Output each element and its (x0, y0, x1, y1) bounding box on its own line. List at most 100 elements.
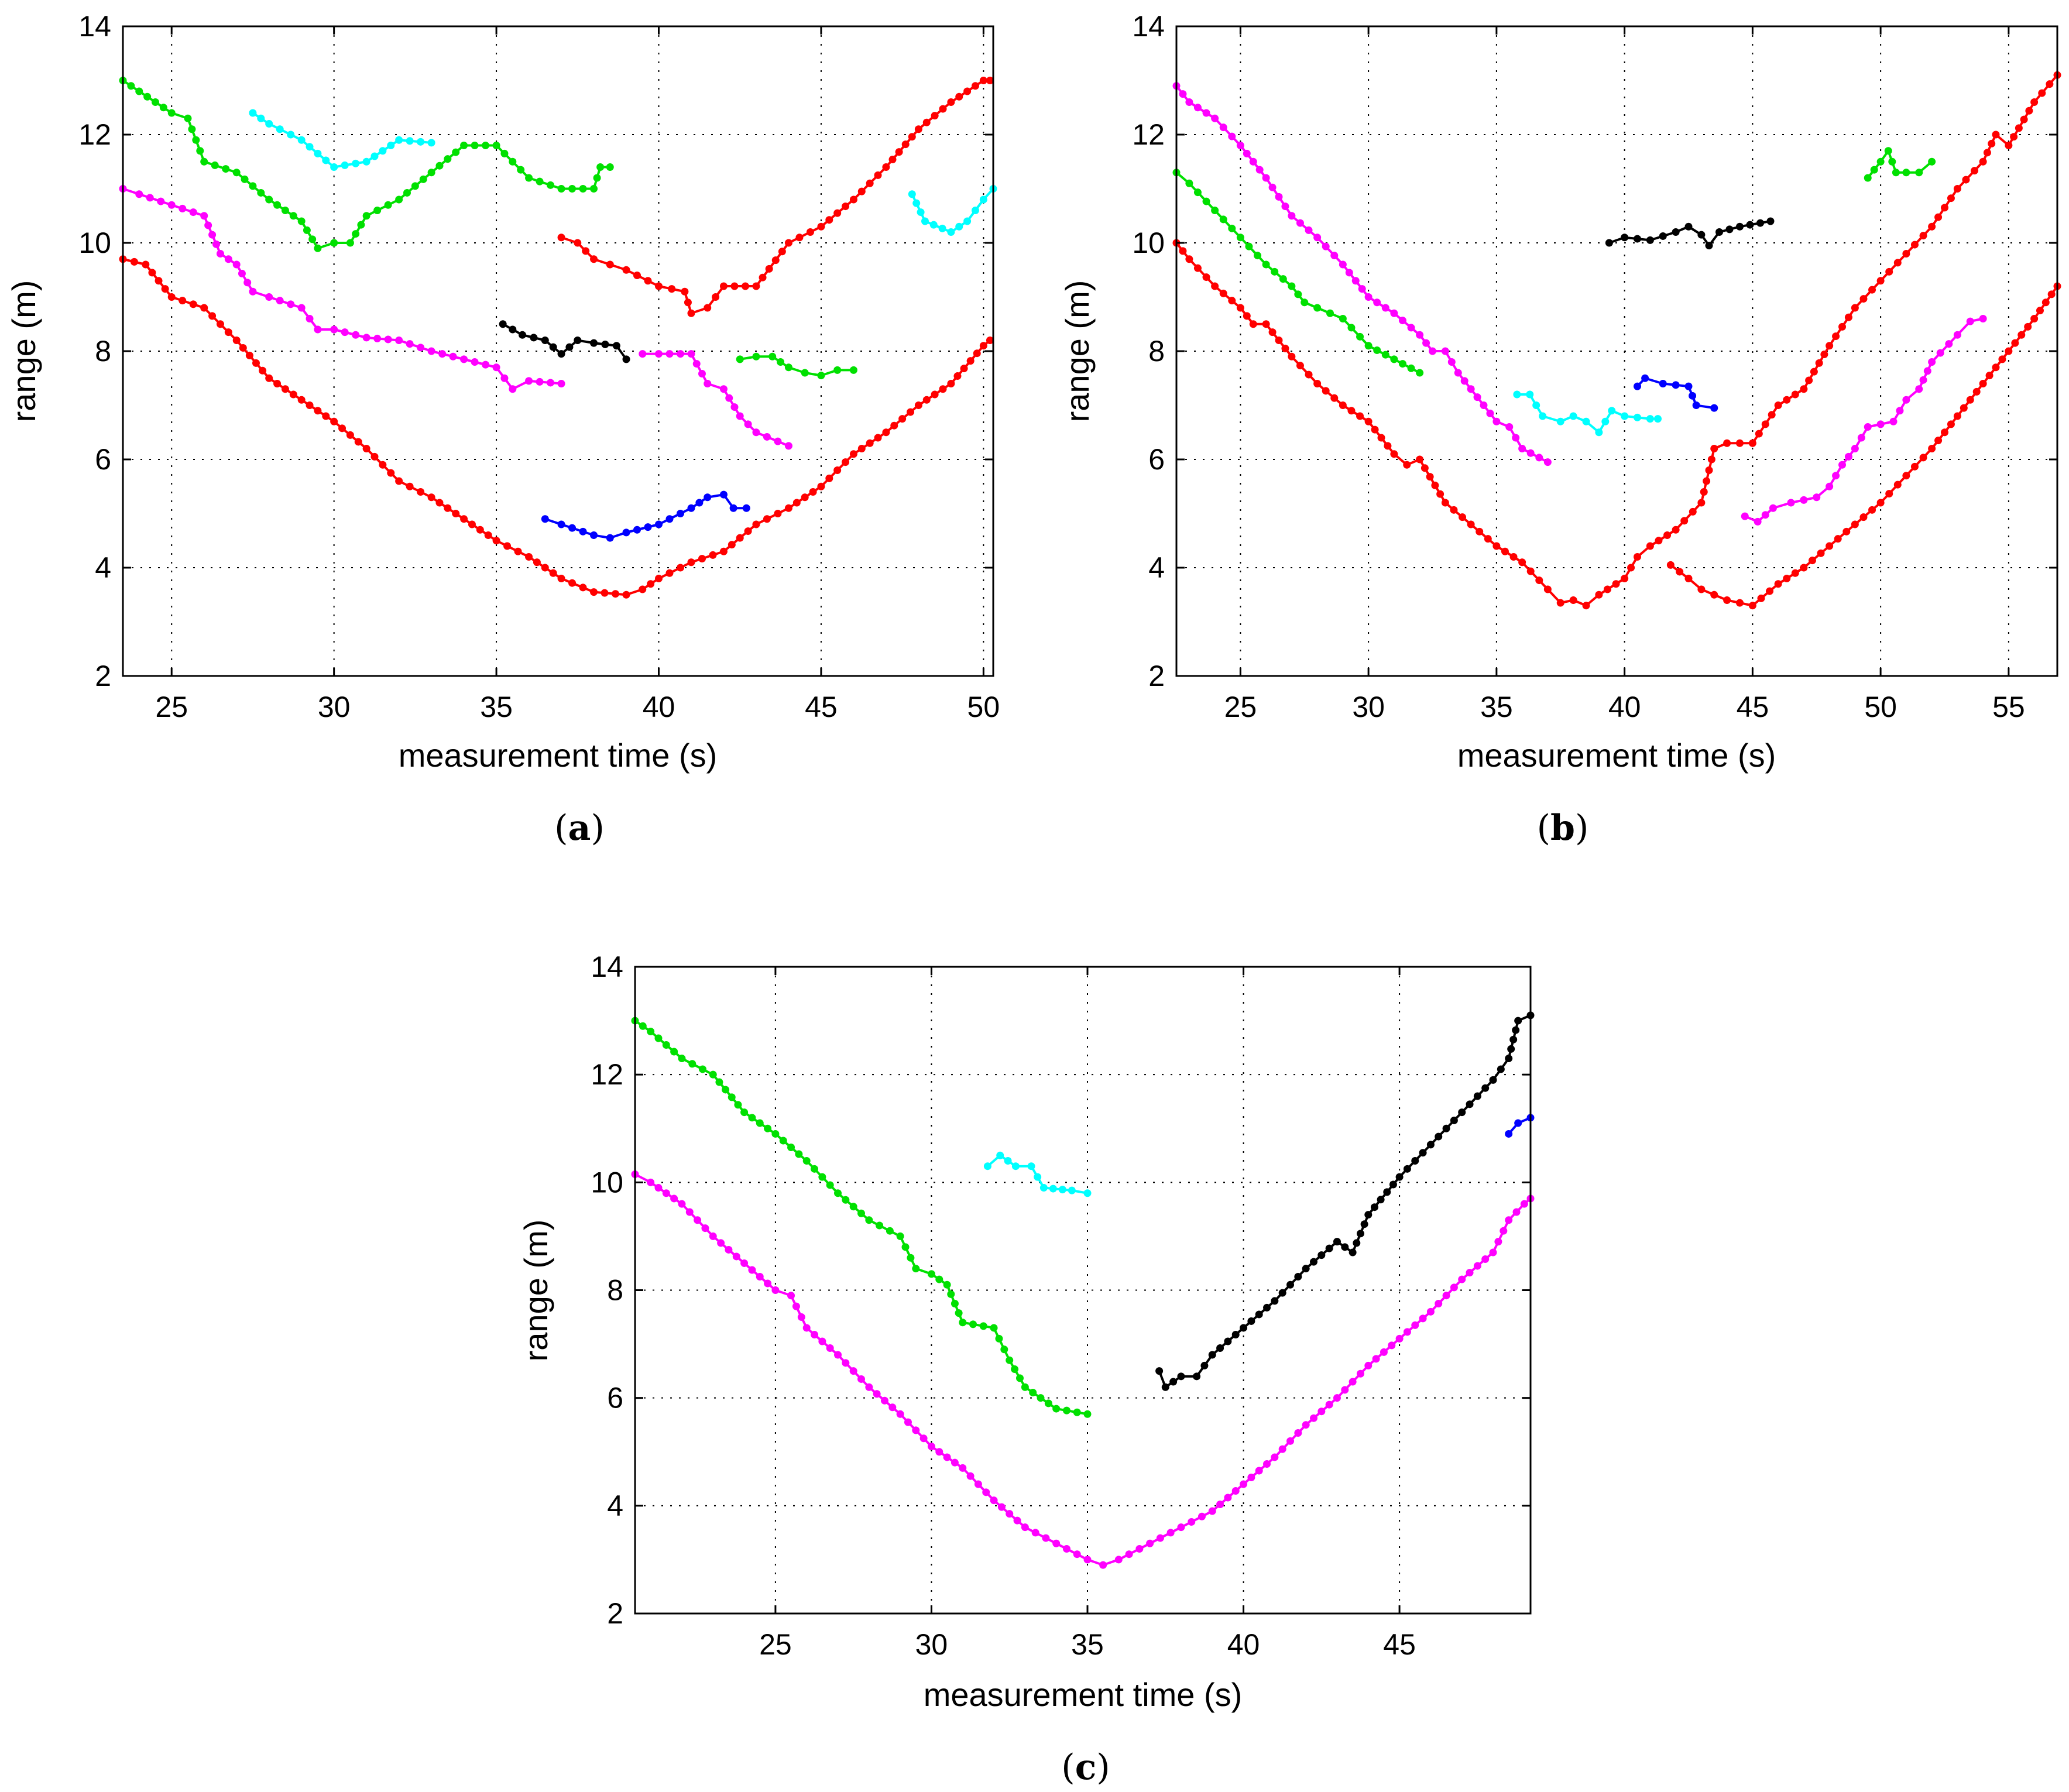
track-a-magenta-1-point (314, 325, 322, 334)
track-b-magenta-2-point (1851, 445, 1859, 452)
track-c-black-point (1514, 1017, 1522, 1025)
track-b-red-1-marker (2010, 133, 2018, 141)
track-a-red-1-point (460, 515, 468, 523)
track-c-magenta-marker (873, 1390, 881, 1398)
track-a-red-2-marker (741, 282, 749, 290)
track-a-red-1-marker (736, 534, 744, 542)
track-a-red-1-marker (801, 493, 809, 502)
track-a-green-1-marker (281, 207, 289, 214)
track-a-red-2-point (979, 77, 987, 84)
track-c-black-marker (1309, 1258, 1317, 1266)
track-c-magenta-marker (1450, 1283, 1458, 1292)
track-c-black-marker (1377, 1196, 1385, 1204)
track-a-green-1-marker (303, 226, 311, 234)
panel-c-y-tick-label: 14 (591, 950, 623, 983)
track-a-red-2-marker (833, 209, 842, 217)
track-a-green-2-point (833, 366, 842, 374)
track-c-magenta-marker (919, 1434, 928, 1443)
track-c-black-marker (1512, 1026, 1520, 1034)
track-a-cyan-1-point (362, 157, 370, 166)
track-a-magenta-2-point (704, 380, 712, 387)
track-b-red-1-marker (1501, 547, 1509, 555)
track-b-magenta-2-marker (1923, 367, 1931, 375)
track-a-red-2-marker (971, 82, 979, 90)
track-b-black-marker (1756, 219, 1764, 227)
track-a-red-1-point (492, 537, 500, 545)
track-b-red-1-point (1390, 450, 1398, 458)
track-b-red-1-marker (1347, 407, 1356, 415)
track-c-black-point (1161, 1383, 1169, 1391)
track-c-magenta-marker (725, 1245, 733, 1254)
track-a-red-1-point (986, 337, 994, 344)
panel-c-grid (635, 967, 1531, 1614)
track-a-cyan-1-point (395, 136, 403, 144)
track-a-cyan-1-marker (314, 149, 322, 157)
track-c-magenta-marker (1473, 1262, 1481, 1270)
track-c-green-marker (1073, 1408, 1081, 1416)
track-a-magenta-1-marker (417, 344, 425, 352)
track-c-magenta-point (1489, 1248, 1497, 1257)
track-b-magenta-1-point (1288, 212, 1296, 220)
track-c-black-point (1302, 1265, 1310, 1273)
track-a-magenta-1-marker (157, 197, 165, 205)
track-a-green-1-marker (211, 161, 219, 169)
track-c-magenta-marker (1062, 1545, 1070, 1553)
track-b-green-1 (1172, 169, 1424, 377)
track-a-red-1-point (557, 575, 565, 582)
track-c-magenta-marker (1435, 1300, 1443, 1308)
panel-a-x-axis-label: measurement time (s) (399, 737, 718, 774)
track-b-red-1-marker (1783, 396, 1791, 404)
track-a-red-2-marker (712, 293, 720, 301)
track-c-magenta-marker (826, 1344, 834, 1352)
track-a-magenta-1-point (232, 260, 241, 269)
track-a-red-1-marker (435, 499, 444, 507)
track-b-cyan-point (1608, 407, 1616, 415)
track-a-red-1-marker (161, 285, 169, 293)
track-c-black-point (1333, 1238, 1341, 1246)
track-b-magenta-1-marker (1322, 242, 1330, 250)
track-b-green-2-marker (1870, 166, 1878, 174)
track-c-black-marker (1419, 1149, 1427, 1157)
track-c-black-marker (1389, 1180, 1397, 1189)
track-b-red-2-point (1684, 575, 1693, 582)
track-a-black-marker (509, 325, 517, 334)
track-c-magenta-point (865, 1383, 873, 1391)
track-a-red-1-marker (468, 520, 476, 528)
track-b-magenta-1-marker (1275, 193, 1283, 201)
track-a-green-1-marker (593, 174, 601, 182)
track-b-red-1-point (1364, 417, 1373, 425)
track-b-green-1-point (1339, 315, 1347, 322)
track-a-red-1-marker (484, 531, 492, 539)
track-c-green-marker (722, 1086, 730, 1094)
track-c-magenta-point (1114, 1556, 1123, 1564)
track-a-blue-marker (644, 523, 652, 531)
track-b-black-point (1697, 231, 1706, 239)
track-a-cyan-1 (249, 109, 435, 171)
track-b-magenta-2-marker (1844, 452, 1852, 461)
track-b-magenta-2-point (1928, 358, 1936, 366)
track-b-magenta-1-point (1313, 234, 1322, 242)
track-b-green-1-marker (1202, 197, 1210, 205)
track-c-green-marker (795, 1150, 803, 1158)
track-c-cyan (983, 1151, 1092, 1197)
track-a-blue-marker (579, 527, 587, 535)
track-a-red-1-marker (189, 300, 197, 308)
track-c-blue (1505, 1114, 1535, 1138)
track-c-magenta-marker (1006, 1510, 1014, 1518)
track-a-red-1-marker (179, 297, 187, 305)
track-b-green-1-line (1175, 171, 1420, 374)
track-a-red-2-marker (842, 202, 850, 211)
track-c-magenta-point (896, 1410, 904, 1418)
panel-a-x-tick-label: 35 (480, 691, 513, 723)
track-a-red-2-marker (771, 256, 780, 265)
track-a-magenta-1-point (427, 347, 435, 355)
track-a-red-1-marker (774, 510, 782, 517)
track-c-magenta-marker (1125, 1550, 1133, 1558)
track-a-red-2-marker (778, 248, 786, 256)
track-b-black-point (1646, 236, 1654, 244)
track-a-red-1-point (395, 477, 403, 485)
track-b-magenta-2-point (1769, 504, 1777, 512)
track-c-magenta-line (634, 1173, 1532, 1567)
panel-c-series (631, 1011, 1535, 1569)
